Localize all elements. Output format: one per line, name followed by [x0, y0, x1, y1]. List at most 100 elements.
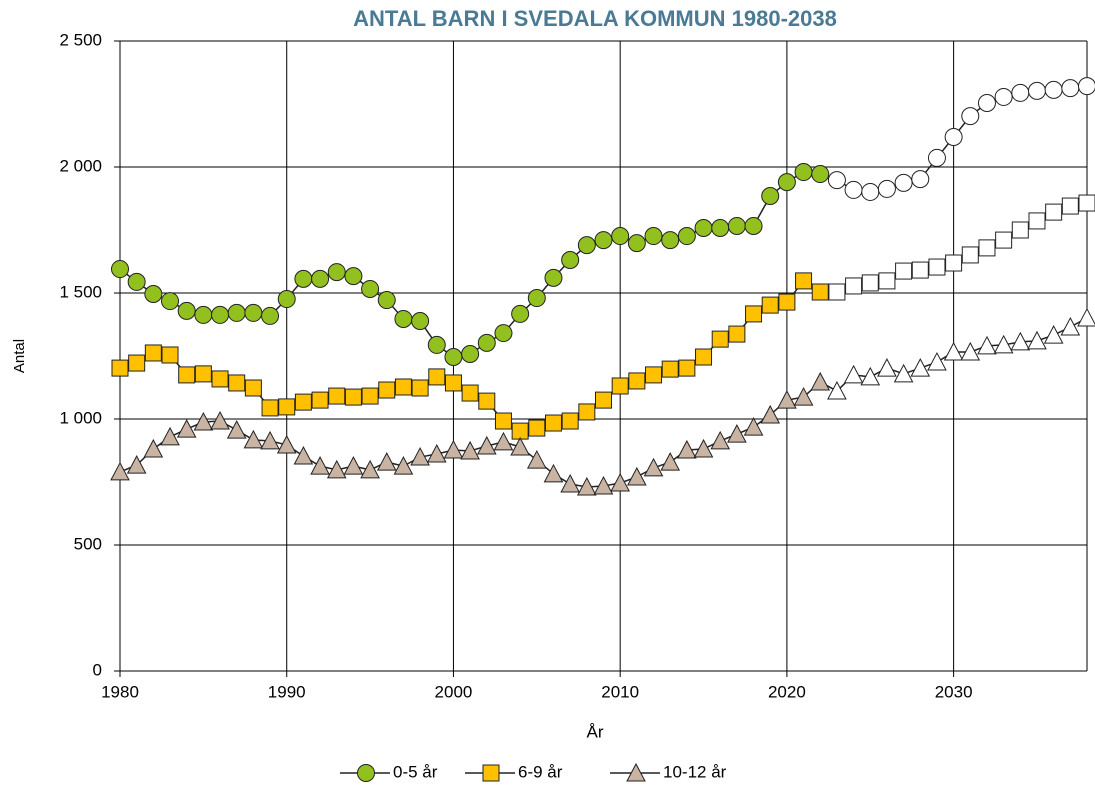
marker	[511, 422, 529, 440]
marker	[410, 446, 430, 466]
marker	[476, 435, 497, 455]
marker	[111, 359, 129, 377]
marker	[911, 170, 930, 189]
marker	[578, 403, 596, 421]
marker	[677, 227, 696, 246]
marker	[994, 87, 1013, 106]
marker	[361, 279, 380, 298]
marker	[843, 364, 864, 384]
marker	[745, 305, 763, 323]
marker	[277, 290, 296, 309]
marker	[428, 368, 446, 386]
marker	[643, 457, 664, 477]
marker	[626, 762, 646, 782]
y-tick-label: 2 000	[59, 156, 102, 175]
marker	[211, 370, 229, 388]
marker	[344, 388, 362, 406]
marker	[844, 180, 863, 199]
marker	[727, 216, 746, 235]
marker	[160, 426, 180, 446]
y-tick-label: 500	[74, 534, 102, 553]
marker	[710, 430, 731, 450]
marker	[326, 459, 347, 479]
marker	[276, 434, 297, 454]
marker	[1028, 212, 1046, 230]
marker	[528, 419, 546, 437]
marker	[945, 254, 963, 272]
marker	[310, 456, 330, 475]
y-tick-label: 2 500	[59, 30, 102, 49]
marker	[944, 128, 963, 147]
marker	[394, 378, 412, 396]
marker	[494, 324, 513, 343]
marker	[527, 289, 546, 308]
marker	[261, 399, 279, 417]
marker	[161, 292, 180, 311]
x-tick-label: 2030	[935, 682, 973, 701]
marker	[993, 334, 1014, 354]
marker	[226, 420, 247, 439]
marker	[644, 227, 663, 246]
marker	[493, 431, 514, 451]
marker	[1027, 81, 1046, 100]
marker	[861, 274, 879, 292]
marker	[311, 391, 329, 409]
marker	[577, 236, 596, 255]
marker	[677, 439, 697, 459]
marker	[510, 436, 530, 456]
marker	[977, 93, 996, 112]
marker	[544, 414, 562, 432]
marker	[861, 182, 880, 201]
marker	[1078, 194, 1095, 212]
marker	[411, 311, 430, 330]
marker	[460, 440, 480, 460]
marker	[177, 301, 196, 320]
y-tick-label: 1 000	[59, 408, 102, 427]
marker	[1027, 330, 1047, 350]
marker	[794, 163, 813, 182]
marker	[911, 261, 929, 279]
marker	[594, 231, 613, 250]
y-axis-label: Antal	[11, 339, 28, 373]
marker	[995, 231, 1013, 249]
marker	[777, 390, 797, 409]
marker	[477, 333, 496, 352]
marker	[1011, 221, 1029, 239]
marker	[576, 476, 597, 496]
marker	[376, 452, 397, 471]
marker	[961, 107, 980, 126]
marker	[394, 309, 413, 328]
marker	[711, 218, 730, 237]
x-tick-label: 2010	[601, 682, 639, 701]
legend-label: 6-9 år	[518, 762, 563, 781]
marker	[128, 354, 146, 372]
legend-item: 0-5 år	[340, 762, 438, 782]
marker	[511, 304, 530, 323]
marker	[360, 459, 380, 479]
marker	[1061, 79, 1080, 98]
marker	[627, 466, 647, 486]
marker	[361, 387, 379, 405]
marker	[661, 231, 680, 250]
legend-label: 10-12 år	[663, 762, 727, 781]
marker	[761, 296, 779, 314]
marker	[227, 303, 246, 322]
marker	[810, 371, 831, 391]
marker	[678, 359, 696, 377]
marker	[144, 344, 162, 362]
marker	[1010, 331, 1031, 351]
marker	[693, 438, 714, 458]
marker	[328, 387, 346, 405]
marker	[461, 384, 479, 402]
marker	[660, 452, 681, 471]
marker	[294, 393, 312, 411]
marker	[378, 381, 396, 399]
marker	[1011, 83, 1030, 102]
marker	[228, 374, 246, 392]
marker	[893, 363, 914, 383]
marker	[910, 358, 931, 377]
marker	[827, 380, 847, 400]
marker	[1045, 203, 1063, 221]
marker	[760, 404, 781, 424]
